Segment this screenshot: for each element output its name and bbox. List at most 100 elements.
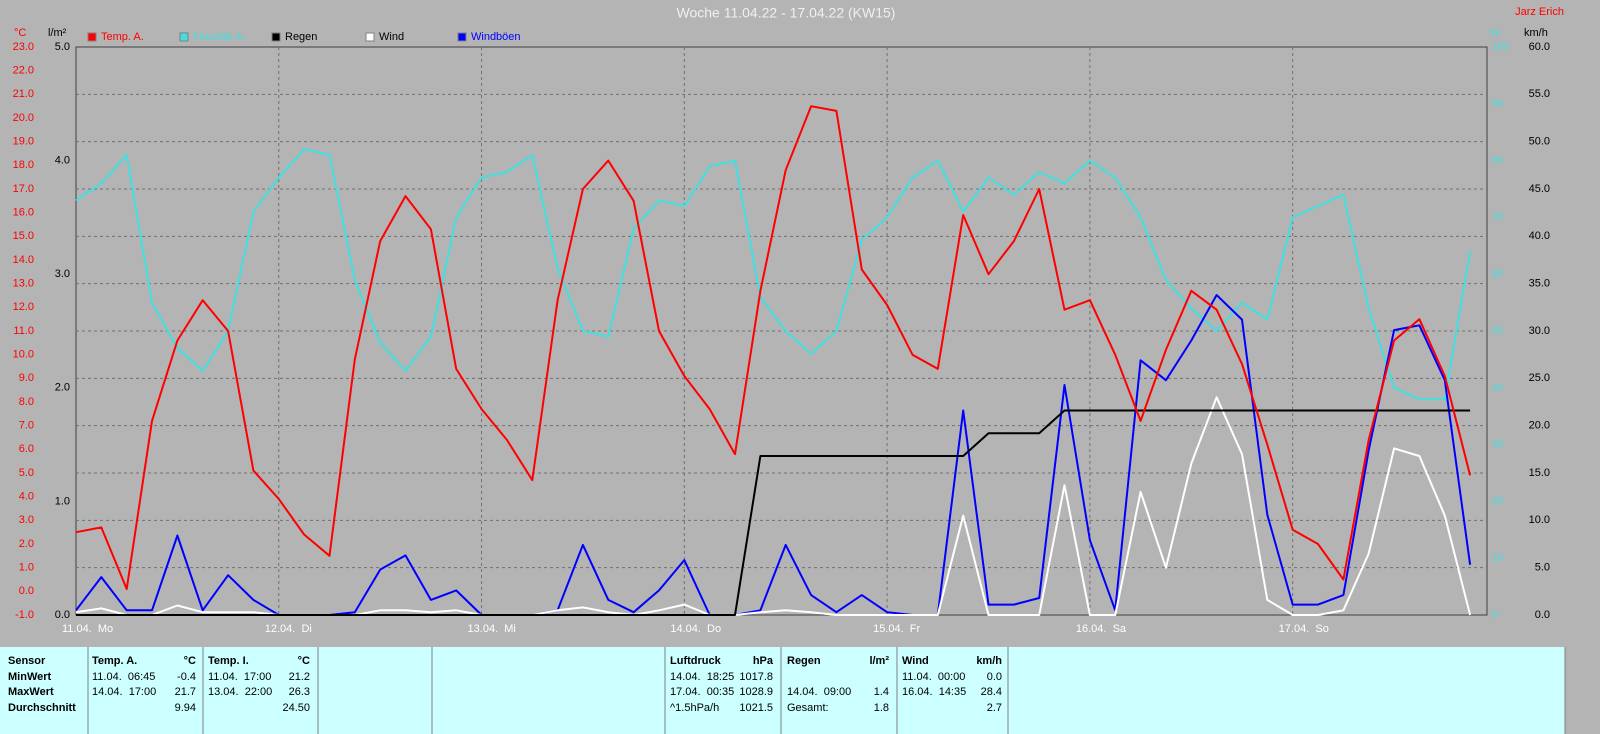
stats-group-unit: hPa [753, 655, 774, 667]
y2-axis-unit: l/m² [48, 27, 67, 39]
stats-value: 1021.5 [739, 702, 773, 714]
stats-value: 28.4 [981, 686, 1002, 698]
y3-tick-label: 70 [1492, 212, 1504, 223]
stats-group-unit: °C [184, 655, 196, 667]
chart-title: Woche 11.04.22 - 17.04.22 (KW15) [677, 5, 896, 21]
y-tick-label: 8.0 [19, 396, 34, 408]
stats-value: 24.50 [282, 702, 310, 714]
y4-tick-label: 15.0 [1529, 467, 1550, 479]
series-line [76, 409, 1471, 616]
stats-group-unit: km/h [976, 655, 1002, 667]
stats-value: 2.7 [987, 702, 1002, 714]
y4-tick-label: 0.0 [1535, 609, 1550, 621]
stats-panel [0, 647, 1565, 734]
series-line [75, 148, 1472, 401]
stats-row-label: MaxWert [8, 686, 54, 698]
legend-label: Wind [379, 31, 404, 43]
y4-tick-label: 30.0 [1529, 325, 1550, 337]
y-tick-label: 10.0 [13, 349, 34, 361]
x-tick-label: 16.04. Sa [1076, 623, 1127, 635]
author: Jarz Erich [1515, 6, 1564, 18]
stats-group-name: Temp. I. [208, 655, 249, 667]
y-tick-label: 12.0 [13, 301, 34, 313]
x-tick-label: 13.04. Mi [468, 623, 516, 635]
y-tick-label: 15.0 [13, 230, 34, 242]
y4-tick-label: 55.0 [1529, 88, 1550, 100]
stats-time: 11.04. 06:45 [92, 671, 155, 683]
stats-time: 11.04. 17:00 [208, 671, 271, 683]
x-tick-label: 15.04. Fr [873, 623, 920, 635]
stats-group-unit: °C [298, 655, 310, 667]
legend-label: Regen [285, 31, 317, 43]
y-tick-label: 20.0 [13, 112, 34, 124]
series-line [75, 105, 1472, 590]
y-tick-label: 0.0 [19, 585, 34, 597]
y-tick-label: 19.0 [13, 136, 34, 148]
y-tick-label: 1.0 [19, 562, 34, 574]
y3-tick-label: 10 [1492, 553, 1504, 564]
y2-tick-label: 4.0 [55, 155, 70, 167]
legend-label: Temp. A. [101, 31, 144, 43]
legend-label: Windböen [471, 31, 521, 43]
y4-axis-unit: km/h [1524, 27, 1548, 39]
stats-header: Sensor [8, 655, 46, 667]
y3-tick-label: 80 [1492, 155, 1504, 166]
legend-label: Feuchte A. [193, 31, 246, 43]
y3-axis-unit: % [1490, 27, 1500, 39]
stats-time: Gesamt: [787, 702, 829, 714]
y-tick-label: 23.0 [13, 41, 34, 53]
y-tick-label: 9.0 [19, 372, 34, 384]
y4-tick-label: 45.0 [1529, 183, 1550, 195]
y3-tick-label: 20 [1492, 496, 1504, 507]
stats-time: 17.04. 00:35 [670, 686, 734, 698]
y3-tick-label: 100 [1492, 42, 1509, 53]
y3-tick-label: 60 [1492, 269, 1504, 280]
stats-separators [87, 647, 1566, 734]
stats-group-name: Luftdruck [670, 655, 722, 667]
y3-tick-label: 0 [1492, 610, 1498, 621]
stats-group-name: Temp. A. [92, 655, 137, 667]
stats-value: 1017.8 [739, 671, 773, 683]
y-tick-label: 3.0 [19, 514, 34, 526]
stats-time: 14.04. 18:25 [670, 671, 734, 683]
y3-tick-label: 90 [1492, 98, 1504, 109]
stats-value: -0.4 [177, 671, 196, 683]
stats-group-unit: l/m² [869, 655, 889, 667]
stats-time: 11.04. 00:00 [902, 671, 965, 683]
y-tick-label: 2.0 [19, 538, 34, 550]
legend-swatch [271, 32, 281, 42]
stats-value: 1.4 [874, 686, 889, 698]
y4-tick-label: 60.0 [1529, 41, 1550, 53]
y-tick-label: 22.0 [13, 65, 34, 77]
y-axis-unit: °C [14, 27, 26, 39]
legend-swatch [457, 32, 467, 42]
y-tick-label: 5.0 [19, 467, 34, 479]
y4-tick-label: 20.0 [1529, 420, 1550, 432]
y3-tick-label: 30 [1492, 439, 1504, 450]
stats-group-name: Regen [787, 655, 821, 667]
y3-tick-label: 40 [1492, 382, 1504, 393]
y2-tick-label: 2.0 [55, 382, 70, 394]
x-tick-label: 11.04. Mo [62, 623, 113, 635]
y4-tick-label: 25.0 [1529, 372, 1550, 384]
stats-value: 1028.9 [739, 686, 773, 698]
y4-tick-label: 40.0 [1529, 230, 1550, 242]
y-tick-label: 6.0 [19, 443, 34, 455]
x-tick-label: 17.04. So [1279, 623, 1329, 635]
stats-time: 14.04. 09:00 [787, 686, 851, 698]
stats-time: 14.04. 17:00 [92, 686, 156, 698]
stats-time: 13.04. 22:00 [208, 686, 272, 698]
y2-tick-label: 3.0 [55, 268, 70, 280]
legend-swatch [365, 32, 375, 42]
y2-tick-label: 0.0 [55, 609, 70, 621]
y-tick-label: 18.0 [13, 159, 34, 171]
y3-tick-label: 50 [1492, 326, 1504, 337]
stats-value: 26.3 [289, 686, 310, 698]
stats-value: 21.2 [289, 671, 310, 683]
stats-value: 1.8 [874, 702, 889, 714]
y-tick-label: 4.0 [19, 491, 34, 503]
y4-tick-label: 50.0 [1529, 136, 1550, 148]
stats-time: ^1.5hPa/h [670, 702, 719, 714]
